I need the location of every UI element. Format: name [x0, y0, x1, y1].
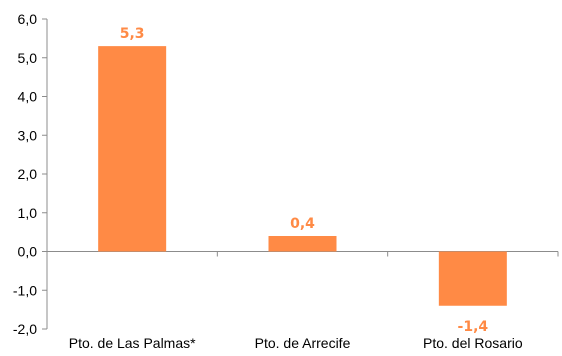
bar-series	[98, 46, 507, 306]
category-label: Pto. del Rosario	[423, 335, 523, 351]
y-tick-label: 6,0	[18, 11, 38, 27]
data-label: 0,4	[290, 216, 315, 232]
bar	[98, 46, 167, 252]
y-tick-label: 4,0	[18, 89, 38, 105]
y-tick-label: 5,0	[18, 50, 38, 66]
y-tick-label: 0,0	[18, 244, 38, 260]
category-labels: Pto. de Las Palmas* Pto. de Arrecife Pto. …	[69, 335, 523, 351]
category-label: Pto. de Las Palmas*	[69, 335, 196, 351]
bar	[268, 236, 337, 252]
y-tick-label: -1,0	[13, 282, 37, 298]
data-label: -1,4	[458, 319, 489, 335]
category-label: Pto. de Arrecife	[255, 335, 351, 351]
y-tick-label: 2,0	[18, 166, 38, 182]
y-axis: 6,0 5,0 4,0 3,0 2,0 1,0 0,0 -1,0 -2,0	[13, 11, 48, 337]
y-tick-label: 1,0	[18, 205, 38, 221]
y-tick-label: -2,0	[13, 321, 37, 337]
data-label: 5,3	[120, 26, 145, 42]
bar	[438, 251, 507, 306]
y-tick-label: 3,0	[18, 127, 38, 143]
data-labels: 5,3 0,4 -1,4	[120, 26, 489, 335]
